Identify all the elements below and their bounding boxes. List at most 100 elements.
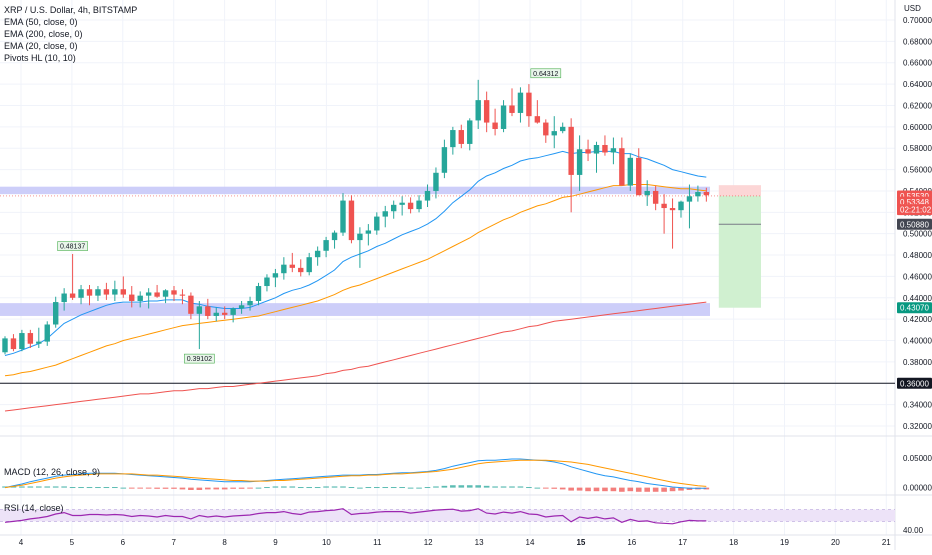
- candle-body: [686, 196, 693, 202]
- candle-body: [129, 294, 135, 301]
- price-tick-label: 0.50000: [903, 230, 932, 239]
- candle-body: [551, 131, 557, 136]
- macd-histogram-bar: [416, 487, 422, 489]
- price-label: 0.50880: [900, 220, 929, 229]
- price-label-box: [897, 377, 932, 389]
- candle-body: [669, 208, 676, 211]
- candle-body: [391, 204, 397, 212]
- price-tick-label: 0.60000: [903, 123, 932, 132]
- candle-body: [53, 302, 59, 325]
- candle-body: [162, 290, 169, 297]
- macd-signal-line: [4, 459, 707, 489]
- macd-histogram-bar: [10, 486, 17, 488]
- pivot-label: 0.64312: [533, 71, 558, 78]
- time-tick-label: 7: [171, 538, 176, 547]
- time-tick-label: 16: [627, 538, 636, 547]
- ema50-line: [4, 184, 707, 377]
- price-tick-label: 0.34000: [903, 401, 932, 410]
- candle-body: [238, 305, 245, 309]
- candle-body: [374, 216, 380, 231]
- candle-body: [2, 338, 8, 353]
- price-tick-label: 0.38000: [903, 358, 932, 367]
- candle-body: [120, 289, 126, 295]
- macd-histogram-bar: [272, 486, 279, 488]
- candle-body: [145, 292, 152, 296]
- pivot-label: 0.39102: [187, 356, 212, 363]
- candle-body: [222, 312, 228, 315]
- candle-body: [593, 145, 600, 154]
- candle-body: [205, 306, 211, 316]
- macd-histogram-bar: [407, 487, 414, 489]
- macd-histogram-bar: [475, 485, 481, 488]
- pivot-label: 0.48137: [60, 244, 85, 251]
- candle-body: [492, 122, 498, 129]
- candle-body: [154, 292, 160, 297]
- macd-histogram-bar: [78, 487, 84, 489]
- macd-histogram-bar: [297, 487, 304, 489]
- price-tick-label: 0.62000: [903, 101, 932, 110]
- price-tick-label: 0.56000: [903, 166, 932, 175]
- macd-histogram-bar: [669, 487, 676, 492]
- candle-body: [678, 201, 684, 211]
- time-tick-label: 21: [882, 538, 891, 547]
- macd-histogram-bar: [188, 487, 194, 490]
- price-tick-label: 0.32000: [903, 422, 932, 431]
- macd-pane-title[interactable]: MACD (12, 26, close, 9): [4, 467, 101, 477]
- candle-body: [213, 312, 219, 316]
- legend-ema20[interactable]: EMA (20, close, 0): [4, 41, 78, 51]
- position-stop-area: [718, 185, 761, 196]
- macd-histogram-bar: [686, 487, 693, 490]
- candle-body: [424, 190, 431, 201]
- candle-body: [458, 130, 464, 144]
- candle-body: [69, 293, 76, 298]
- macd-histogram-bar: [559, 487, 566, 490]
- rsi-pane-title[interactable]: RSI (14, close): [4, 503, 64, 513]
- price-tick-label: 0.66000: [903, 59, 932, 68]
- macd-histogram-bar: [162, 487, 169, 489]
- macd-histogram-bar: [365, 487, 372, 489]
- candle-body: [281, 264, 287, 274]
- candle-body: [323, 240, 329, 251]
- candle-body: [348, 200, 355, 241]
- legend-ema50[interactable]: EMA (50, close, 0): [4, 17, 78, 27]
- time-tick-label: 11: [373, 538, 382, 547]
- candle-body: [450, 130, 456, 148]
- candle-body: [196, 306, 203, 314]
- macd-histogram-bar: [179, 487, 186, 490]
- macd-histogram-bar: [154, 487, 160, 489]
- macd-histogram-bar: [137, 487, 143, 489]
- price-tick-label: 0.70000: [903, 16, 932, 25]
- macd-histogram-bar: [103, 487, 110, 489]
- candle-body: [247, 300, 253, 306]
- macd-histogram-bar: [585, 487, 591, 492]
- time-tick-label: 19: [780, 538, 789, 547]
- macd-histogram-bar: [205, 487, 211, 490]
- macd-histogram-bar: [619, 487, 625, 492]
- macd-histogram-bar: [399, 487, 405, 489]
- candle-body: [331, 232, 338, 241]
- candle-body: [619, 148, 625, 186]
- time-tick-label: 18: [729, 538, 738, 547]
- macd-histogram-bar: [171, 487, 177, 489]
- legend-ema200[interactable]: EMA (200, close, 0): [4, 29, 83, 39]
- macd-histogram-bar: [652, 487, 659, 492]
- candle-body: [19, 333, 25, 350]
- price-tick-label: 0.42000: [903, 315, 932, 324]
- chart-legend: XRP / U.S. Dollar, 4h, BITSTAMP EMA (50,…: [4, 4, 137, 64]
- rsi-tick-label: 40.00: [903, 526, 924, 535]
- macd-histogram-bar: [635, 487, 642, 492]
- candle-body: [289, 264, 295, 268]
- macd-tick-label: 0.00000: [903, 484, 932, 493]
- time-tick-label: 17: [678, 538, 687, 547]
- candle-body: [500, 105, 507, 129]
- candle-body: [264, 277, 270, 287]
- candle-body: [636, 157, 642, 196]
- candle-body: [652, 190, 659, 204]
- candle-body: [112, 289, 118, 295]
- time-tick-label: 8: [222, 538, 227, 547]
- macd-histogram-bar: [86, 487, 93, 489]
- legend-symbol[interactable]: XRP / U.S. Dollar, 4h, BITSTAMP: [4, 5, 138, 15]
- macd-histogram-bar: [145, 487, 152, 489]
- legend-pivots[interactable]: Pivots HL (10, 10): [4, 53, 76, 63]
- pivot-label-box: [57, 241, 88, 251]
